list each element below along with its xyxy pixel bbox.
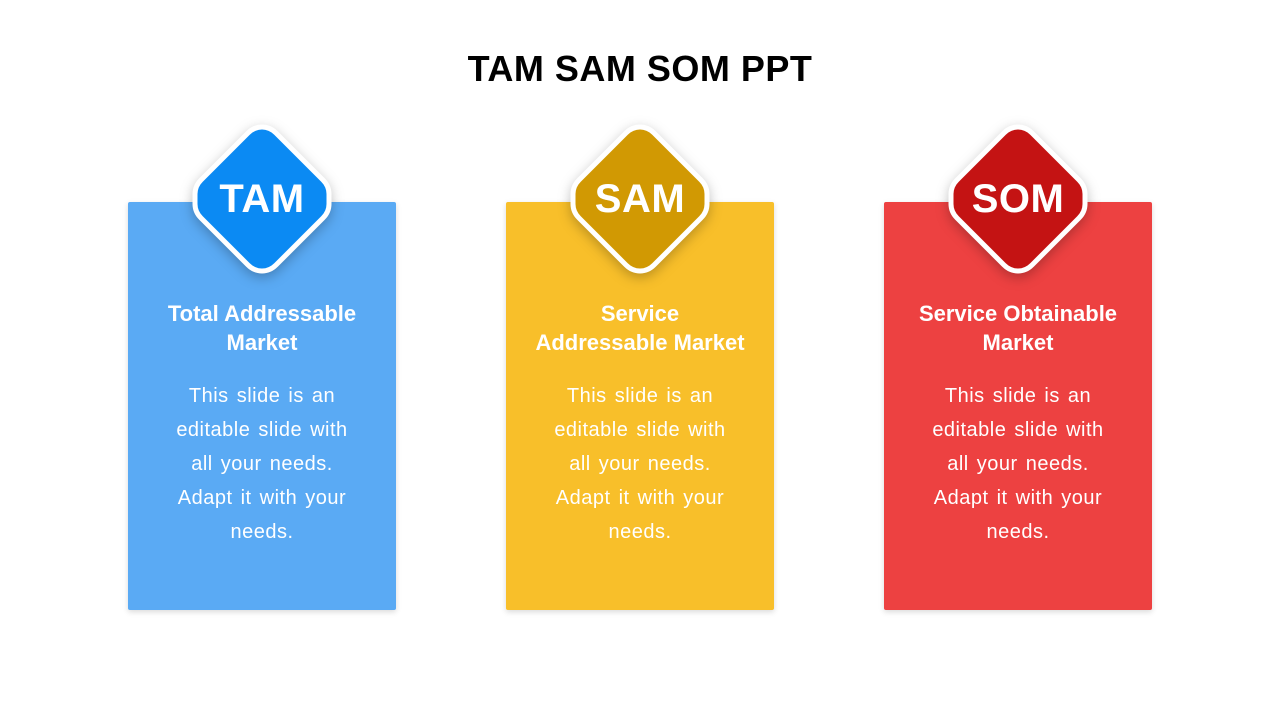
card-som-body: This slide is an editable slide with all… xyxy=(884,379,1152,549)
card-sam-body: This slide is an editable slide with all… xyxy=(506,379,774,549)
card-som-heading: Service Obtainable Market xyxy=(884,300,1152,357)
hexagon-badge-tam: TAM xyxy=(192,124,332,274)
hexagon-label-sam: SAM xyxy=(570,124,710,274)
card-tam-body: This slide is an editable slide with all… xyxy=(128,379,396,549)
card-tam: Total Addressable Market This slide is a… xyxy=(128,202,396,610)
card-som: Service Obtainable Market This slide is … xyxy=(884,202,1152,610)
page-title: TAM SAM SOM PPT xyxy=(0,0,1280,90)
hexagon-label-tam: TAM xyxy=(192,124,332,274)
cards-row: Total Addressable Market This slide is a… xyxy=(0,202,1280,610)
card-sam: Service Addressable Market This slide is… xyxy=(506,202,774,610)
hexagon-badge-sam: SAM xyxy=(570,124,710,274)
hexagon-label-som: SOM xyxy=(948,124,1088,274)
card-tam-heading: Total Addressable Market xyxy=(128,300,396,357)
hexagon-badge-som: SOM xyxy=(948,124,1088,274)
card-sam-heading: Service Addressable Market xyxy=(506,300,774,357)
